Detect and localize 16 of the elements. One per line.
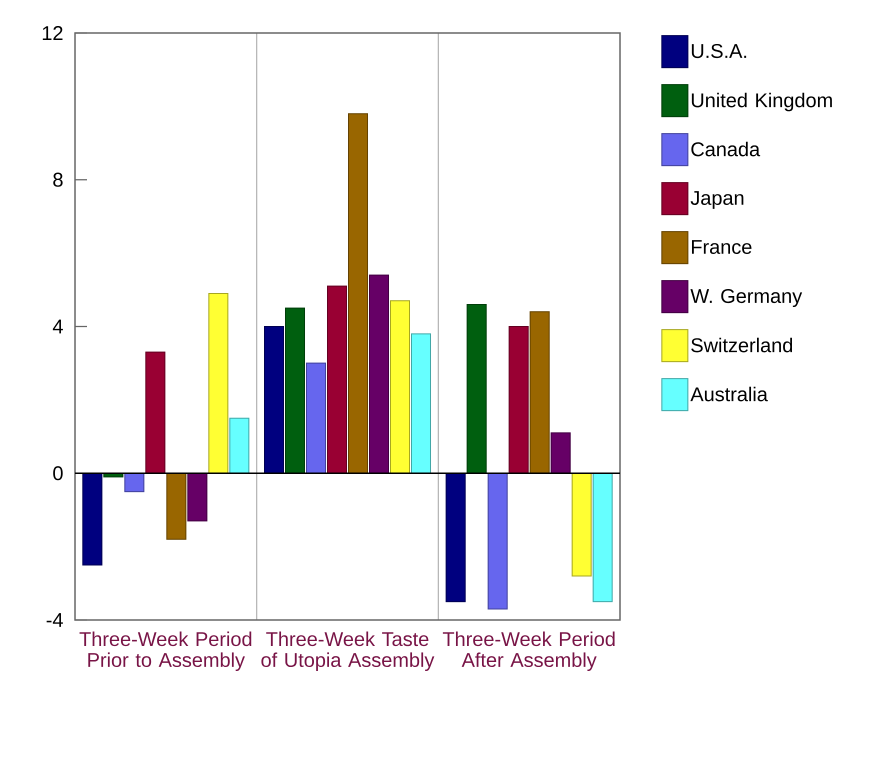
legend-label: Australia	[690, 386, 768, 402]
y-tick-label: -4	[46, 613, 63, 627]
legend-label: Canada	[691, 142, 760, 156]
legend-label: France	[692, 240, 752, 254]
y-tick-label: 4	[52, 320, 63, 334]
x-tick-label: Three-Week Taste of Utopia Assembly	[261, 632, 434, 672]
legend-label: Japan	[690, 191, 744, 209]
legend-label: Switzerland	[691, 338, 792, 352]
legend-label: U.S.A.	[692, 44, 746, 58]
y-tick-label: 12	[42, 26, 62, 40]
y-tick-label: 0	[53, 466, 63, 480]
x-tick-label: Three-Week Period Prior to Assembly	[80, 632, 252, 672]
y-tick-label: 8	[53, 172, 63, 187]
x-tick-label: Three-Week Period After Assembly	[442, 632, 615, 672]
legend-label: United Kingdom	[692, 92, 832, 112]
legend-label: W. Germany	[690, 288, 802, 308]
